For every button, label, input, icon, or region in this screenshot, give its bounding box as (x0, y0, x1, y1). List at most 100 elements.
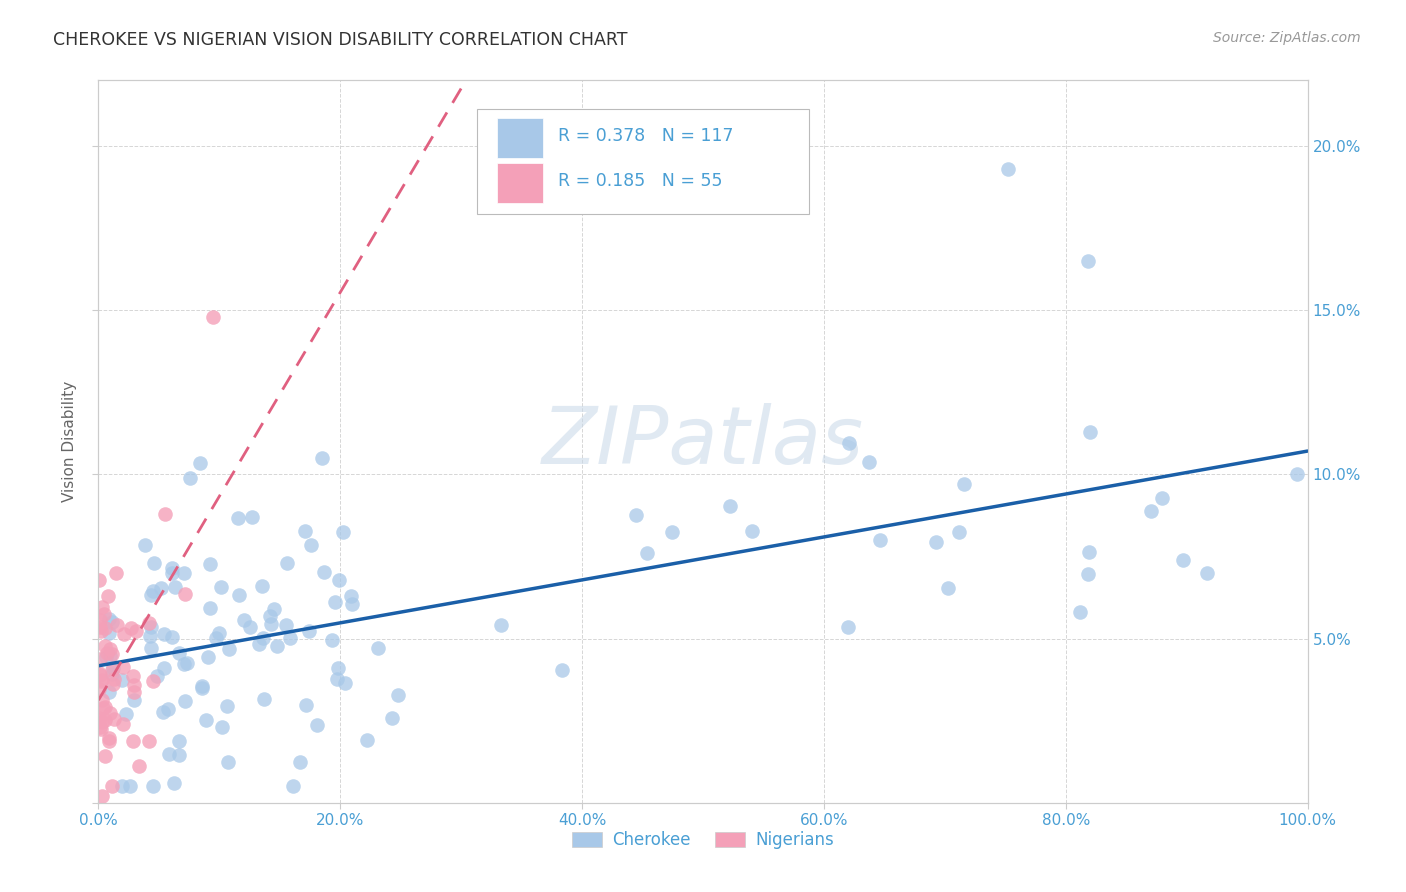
Point (197, 649, 219, 664)
Text: R = 0.378   N = 117: R = 0.378 N = 117 (558, 127, 734, 145)
Point (142, 780, 165, 794)
Point (163, 776, 186, 790)
Point (837, 620, 859, 634)
Point (211, 720, 233, 734)
Point (191, 681, 214, 695)
Point (89, 613, 111, 627)
Point (551, 664, 574, 678)
Point (381, 710, 404, 724)
Point (198, 601, 221, 615)
Point (87, 574, 110, 588)
Point (100, 667, 122, 681)
Point (294, 698, 316, 712)
Point (91, 789, 114, 804)
Point (276, 617, 298, 632)
Text: ZIPatlas: ZIPatlas (541, 402, 865, 481)
Point (111, 673, 134, 687)
Point (997, 161, 1019, 176)
Point (90, 624, 112, 638)
Point (98, 641, 121, 656)
Point (217, 755, 239, 769)
Point (114, 707, 136, 722)
Point (97, 731, 120, 745)
Point (636, 546, 658, 560)
Point (323, 594, 346, 608)
Point (869, 533, 891, 548)
Point (153, 507, 176, 521)
Point (90, 723, 112, 737)
Point (142, 674, 165, 689)
Point (173, 657, 195, 671)
Point (93, 622, 115, 636)
Point (96, 647, 118, 661)
Point (97, 734, 120, 748)
Point (1078, 425, 1101, 439)
Point (661, 525, 683, 540)
Point (122, 678, 145, 692)
Point (312, 565, 335, 579)
Point (122, 684, 145, 698)
Point (101, 615, 124, 629)
Point (332, 525, 354, 540)
Point (200, 557, 222, 571)
Point (195, 713, 218, 727)
Point (1076, 253, 1098, 268)
Point (1286, 467, 1309, 482)
Point (333, 676, 356, 690)
Point (112, 627, 135, 641)
Point (260, 616, 283, 631)
Point (311, 450, 333, 465)
Point (624, 508, 647, 522)
Text: Source: ZipAtlas.com: Source: ZipAtlas.com (1213, 31, 1361, 45)
Point (858, 455, 880, 469)
Point (278, 631, 301, 645)
Point (190, 679, 212, 693)
Point (111, 780, 134, 794)
Point (96, 649, 118, 664)
Point (105, 566, 128, 580)
Point (252, 632, 274, 646)
Point (160, 630, 183, 644)
Point (340, 589, 363, 603)
Point (89, 652, 111, 666)
Point (190, 456, 212, 470)
Point (121, 668, 143, 682)
Point (953, 477, 976, 491)
Y-axis label: Vision Disability: Vision Disability (62, 381, 77, 502)
Point (120, 780, 142, 794)
Point (89, 720, 111, 734)
Point (105, 618, 128, 632)
Point (139, 588, 162, 602)
Point (153, 627, 176, 641)
Point (139, 640, 162, 655)
Point (89, 673, 111, 688)
Point (202, 310, 225, 324)
Point (215, 698, 238, 713)
Point (1077, 545, 1099, 559)
Point (240, 510, 263, 524)
Point (125, 624, 148, 638)
Point (209, 580, 232, 594)
Point (156, 702, 179, 716)
Point (1171, 552, 1194, 566)
Point (266, 639, 288, 653)
FancyBboxPatch shape (477, 109, 810, 214)
Point (176, 657, 198, 671)
Point (139, 629, 162, 643)
Point (160, 561, 183, 575)
Point (299, 538, 322, 552)
Point (173, 566, 195, 581)
Point (152, 661, 174, 675)
Point (87, 665, 110, 680)
Point (208, 626, 231, 640)
Point (276, 557, 298, 571)
Point (90, 693, 112, 707)
Point (167, 646, 190, 660)
Point (98, 706, 121, 721)
Point (142, 583, 165, 598)
Point (226, 511, 249, 525)
Point (253, 691, 276, 706)
Point (98, 612, 121, 626)
Point (89, 667, 111, 681)
Point (152, 705, 174, 719)
